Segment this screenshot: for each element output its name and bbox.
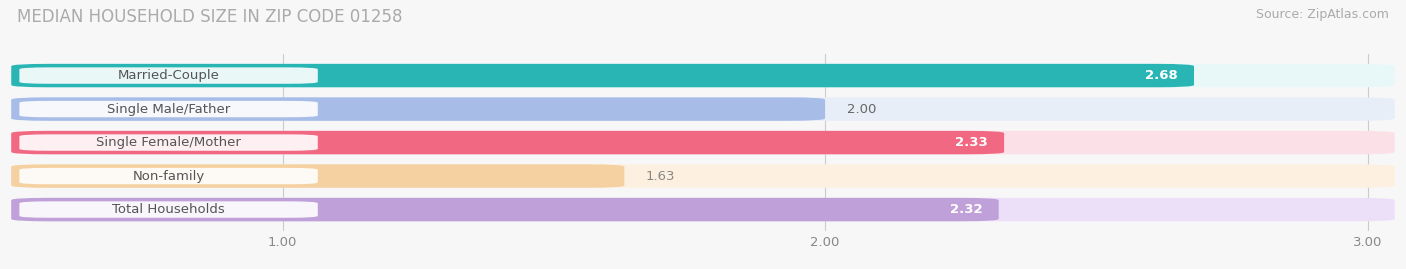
Text: Total Households: Total Households xyxy=(112,203,225,216)
Text: Married-Couple: Married-Couple xyxy=(118,69,219,82)
Text: 2.68: 2.68 xyxy=(1144,69,1178,82)
FancyBboxPatch shape xyxy=(11,97,1395,121)
FancyBboxPatch shape xyxy=(11,97,825,121)
FancyBboxPatch shape xyxy=(11,198,1395,221)
Text: MEDIAN HOUSEHOLD SIZE IN ZIP CODE 01258: MEDIAN HOUSEHOLD SIZE IN ZIP CODE 01258 xyxy=(17,8,402,26)
FancyBboxPatch shape xyxy=(20,168,318,184)
FancyBboxPatch shape xyxy=(11,164,624,188)
Text: Source: ZipAtlas.com: Source: ZipAtlas.com xyxy=(1256,8,1389,21)
Text: Non-family: Non-family xyxy=(132,169,205,183)
FancyBboxPatch shape xyxy=(20,134,318,151)
FancyBboxPatch shape xyxy=(11,131,1395,154)
FancyBboxPatch shape xyxy=(11,198,998,221)
FancyBboxPatch shape xyxy=(20,101,318,117)
FancyBboxPatch shape xyxy=(11,64,1194,87)
Text: 2.32: 2.32 xyxy=(950,203,983,216)
FancyBboxPatch shape xyxy=(11,164,1395,188)
Text: 1.63: 1.63 xyxy=(645,169,675,183)
FancyBboxPatch shape xyxy=(11,64,1395,87)
FancyBboxPatch shape xyxy=(11,131,1004,154)
FancyBboxPatch shape xyxy=(20,201,318,218)
Text: 2.00: 2.00 xyxy=(846,102,876,116)
FancyBboxPatch shape xyxy=(20,67,318,84)
Text: Single Female/Mother: Single Female/Mother xyxy=(96,136,240,149)
Text: Single Male/Father: Single Male/Father xyxy=(107,102,231,116)
Text: 2.33: 2.33 xyxy=(955,136,988,149)
